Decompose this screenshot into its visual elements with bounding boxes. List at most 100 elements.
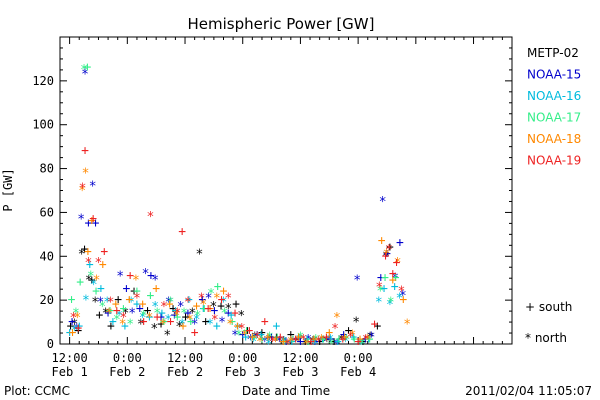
data-point-noaa-15-north: *	[304, 333, 312, 348]
data-point-noaa-16-south: +	[75, 319, 83, 334]
data-point-metp-02-north: *	[71, 318, 79, 333]
data-point-noaa-15-south: +	[396, 236, 404, 251]
data-point-noaa-17-south: +	[120, 301, 128, 316]
data-point-noaa-19-south: +	[126, 269, 134, 284]
data-point-noaa-16-north: *	[326, 333, 334, 348]
data-point-noaa-16-south: +	[380, 282, 388, 297]
legend-south-marker: + south	[525, 300, 572, 314]
data-point-metp-02-south: +	[232, 297, 240, 312]
data-point-metp-02-north: *	[209, 300, 217, 315]
data-point-noaa-19-south: +	[140, 315, 148, 330]
x-tick-label-time: 0:00	[228, 351, 257, 365]
x-tick-label-time: 12:00	[282, 351, 318, 365]
data-point-noaa-16-north: *	[139, 311, 147, 326]
data-point-noaa-15-south: +	[361, 332, 369, 347]
data-point-noaa-17-north: *	[266, 331, 274, 346]
data-point-noaa-16-north: *	[82, 293, 90, 308]
data-point-noaa-16-north: *	[396, 291, 404, 306]
data-point-noaa-16-south: +	[158, 306, 166, 321]
data-point-noaa-15-north: *	[289, 335, 297, 350]
data-point-metp-02-south: +	[157, 317, 165, 332]
data-point-noaa-16-south: +	[86, 258, 94, 273]
data-point-noaa-19-south: +	[246, 323, 254, 338]
data-point-metp-02-south: +	[67, 319, 75, 334]
data-point-noaa-19-south: +	[231, 306, 239, 321]
data-point-noaa-16-south: +	[349, 330, 357, 345]
data-point-noaa-17-north: *	[140, 309, 148, 324]
data-point-noaa-18-south: +	[179, 319, 187, 334]
data-point-metp-02-south: +	[258, 326, 266, 341]
data-point-noaa-16-south: +	[227, 308, 235, 323]
data-point-noaa-15-north: *	[247, 333, 255, 348]
data-point-noaa-19-north: *	[362, 333, 370, 348]
data-point-metp-02-south: +	[182, 310, 190, 325]
data-point-noaa-17-south: +	[320, 332, 328, 347]
data-point-noaa-17-north: *	[358, 337, 366, 352]
x-tick-label-time: 0:00	[113, 351, 142, 365]
data-point-metp-02-north: *	[294, 335, 302, 350]
data-point-noaa-17-south: +	[350, 332, 358, 347]
data-point-noaa-17-south: +	[160, 315, 168, 330]
data-point-noaa-15-south: +	[253, 328, 261, 343]
data-point-noaa-19-north: *	[347, 331, 355, 346]
data-point-noaa-16-south: +	[365, 332, 373, 347]
data-point-noaa-19-south: +	[354, 334, 362, 349]
legend: METP-02 NOAA-15 NOAA-16 NOAA-17 NOAA-18 NOAA-…	[527, 46, 581, 168]
data-point-noaa-18-south: +	[166, 297, 174, 312]
data-point-noaa-18-north: *	[73, 311, 81, 326]
data-point-noaa-18-north: *	[302, 337, 310, 352]
data-point-metp-02-south: +	[244, 323, 252, 338]
data-point-noaa-15-north: *	[73, 322, 81, 337]
data-point-noaa-18-south: +	[399, 293, 407, 308]
data-point-noaa-16-north: *	[386, 298, 394, 313]
data-point-noaa-17-north: *	[235, 329, 243, 344]
x-tick-label-date: Feb 2	[167, 365, 203, 379]
data-point-noaa-17-south: +	[83, 60, 91, 75]
data-point-noaa-15-north: *	[231, 329, 239, 344]
data-point-metp-02-south: +	[217, 299, 225, 314]
y-tick-label: 40	[40, 249, 54, 263]
data-point-noaa-17-north: *	[72, 307, 80, 322]
data-point-noaa-17-south: +	[243, 323, 251, 338]
x-tick-label-date: Feb 2	[109, 365, 145, 379]
data-point-noaa-19-north: *	[146, 210, 154, 225]
data-point-noaa-17-north: *	[250, 333, 258, 348]
data-point-noaa-17-north: *	[327, 337, 335, 352]
data-point-noaa-17-north: *	[153, 307, 161, 322]
data-point-noaa-19-north: *	[375, 280, 383, 295]
x-tick-label-date: Feb 4	[340, 365, 376, 379]
data-point-noaa-15-north: *	[177, 300, 185, 315]
data-point-noaa-15-north: *	[89, 179, 97, 194]
data-point-noaa-18-north: *	[383, 247, 391, 262]
data-point-noaa-15-south: +	[136, 301, 144, 316]
data-point-noaa-16-south: +	[242, 330, 250, 345]
data-point-noaa-18-south: +	[356, 332, 364, 347]
data-point-noaa-18-south: +	[248, 330, 256, 345]
data-point-metp-02-north: *	[121, 307, 129, 322]
data-point-noaa-16-north: *	[296, 333, 304, 348]
data-point-noaa-15-south: +	[104, 306, 112, 321]
data-point-noaa-16-south: +	[66, 326, 74, 341]
data-point-noaa-16-south: +	[199, 301, 207, 316]
data-point-metp-02-north: *	[323, 335, 331, 350]
data-point-noaa-19-south: +	[74, 321, 82, 336]
data-point-noaa-17-north: *	[180, 307, 188, 322]
data-point-noaa-16-north: *	[220, 296, 228, 311]
data-point-noaa-19-south: +	[339, 332, 347, 347]
data-point-noaa-15-south: +	[84, 216, 92, 231]
data-point-metp-02-south: +	[88, 273, 96, 288]
data-point-noaa-15-south: +	[171, 308, 179, 323]
data-point-noaa-17-south: +	[289, 332, 297, 347]
y-axis-label: P [GW]	[1, 168, 15, 211]
data-point-noaa-17-north: *	[113, 313, 121, 328]
data-point-metp-02-north: *	[382, 250, 390, 265]
data-point-noaa-17-south: +	[381, 271, 389, 286]
data-point-noaa-15-south: +	[311, 334, 319, 349]
x-tick-label-date: Feb 1	[52, 365, 88, 379]
data-point-noaa-17-north: *	[87, 269, 95, 284]
data-point-metp-02-north: *	[85, 274, 93, 289]
data-point-noaa-16-south: +	[288, 334, 296, 349]
data-point-metp-02-south: +	[345, 323, 353, 338]
footer-timestamp: 2011/02/04 11:05:07	[465, 384, 592, 398]
